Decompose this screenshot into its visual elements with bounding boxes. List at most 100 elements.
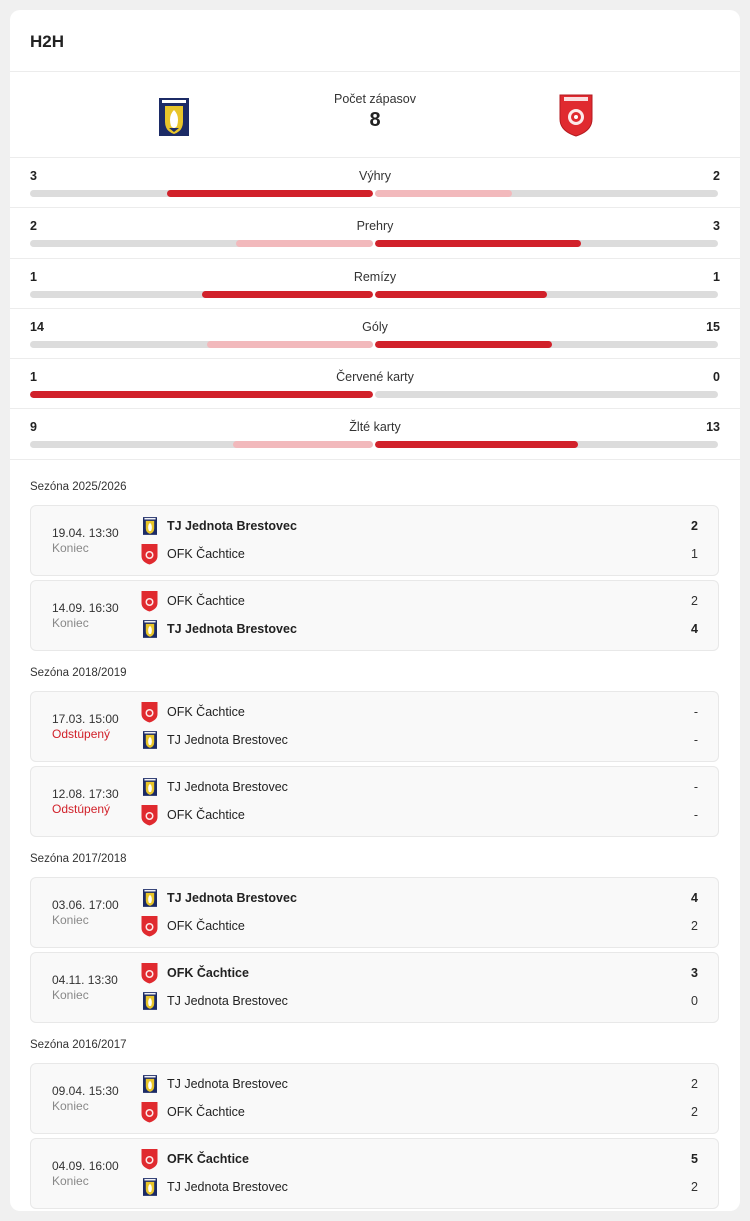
stat-bar xyxy=(30,441,719,449)
team-name: TJ Jednota Brestovec xyxy=(167,621,297,636)
stat-fill-home xyxy=(167,190,373,197)
match-status: Koniec xyxy=(52,540,89,555)
match-card[interactable]: 14.09. 16:30 Koniec OFK Čachtice TJ Jednota… xyxy=(30,579,719,651)
team-name: OFK Čachtice xyxy=(167,918,245,933)
stat-row: 14 Góly 15 xyxy=(10,309,740,360)
match-team-2: OFK Čachtice xyxy=(140,804,245,826)
cachtice-crest-icon xyxy=(140,962,159,984)
stat-bar-away xyxy=(375,240,718,248)
season-label: Sezóna 2025/2026 xyxy=(30,480,127,493)
stat-label: Remízy xyxy=(353,269,397,284)
match-card[interactable]: 12.08. 17:30 Odstúpený TJ Jednota Brestove… xyxy=(30,765,719,837)
match-date: 03.06. 17:00 xyxy=(52,897,119,912)
stat-bar-away xyxy=(375,190,718,197)
cachtice-crest-icon xyxy=(140,543,159,565)
team-name: OFK Čachtice xyxy=(167,965,249,980)
match-date: 09.04. 15:30 xyxy=(52,1083,119,1098)
match-card[interactable]: 19.04. 13:30 Koniec TJ Jednota Brestovec OF… xyxy=(30,504,719,576)
stat-label: Góly xyxy=(362,319,388,334)
team-name: TJ Jednota Brestovec xyxy=(167,779,288,794)
match-score-2: 1 xyxy=(691,546,698,561)
match-score-2: 2 xyxy=(691,1179,698,1194)
stat-away-value: 3 xyxy=(713,219,720,234)
stat-home-value: 14 xyxy=(30,319,44,334)
h2h-card: H2H Počet zápasov 8 3 Výhry 2 2 Pr xyxy=(10,10,740,1211)
season-label: Sezóna 2016/2017 xyxy=(30,1038,127,1051)
match-score-2: 0 xyxy=(691,993,698,1008)
match-status: Koniec xyxy=(52,615,89,630)
stat-fill-away xyxy=(375,190,513,197)
stat-bar xyxy=(30,240,719,248)
match-date: 12.08. 17:30 xyxy=(52,786,119,801)
match-card[interactable]: 17.03. 15:00 Odstúpený OFK Čachtice TJ Jedn… xyxy=(30,690,719,762)
cachtice-crest-icon xyxy=(140,1148,159,1170)
match-date: 04.09. 16:00 xyxy=(52,1158,119,1173)
stat-bar xyxy=(30,391,719,399)
match-score-2: 2 xyxy=(691,1104,698,1119)
match-team-2: TJ Jednota Brestovec xyxy=(140,1177,288,1197)
team-name: OFK Čachtice xyxy=(167,1151,249,1166)
stat-fill-home xyxy=(30,391,373,399)
stat-bar xyxy=(30,340,719,348)
stat-row: 1 Remízy 1 xyxy=(10,259,740,309)
team-name: OFK Čachtice xyxy=(167,546,245,561)
stat-home-value: 3 xyxy=(30,169,37,183)
stat-bar-away xyxy=(375,391,718,399)
section-title: H2H xyxy=(10,10,740,72)
team-name: OFK Čachtice xyxy=(167,593,245,608)
match-score-1: - xyxy=(693,704,698,719)
stat-bar-home xyxy=(30,391,373,399)
cachtice-crest-icon xyxy=(140,915,159,937)
match-card[interactable]: 04.11. 13:30 Koniec OFK Čachtice TJ Jednota… xyxy=(30,951,719,1023)
match-count-label: Počet zápasov xyxy=(334,92,416,106)
stat-fill-home xyxy=(235,240,373,248)
cachtice-crest-icon xyxy=(140,804,159,826)
match-score-1: 2 xyxy=(691,518,698,533)
match-team-1: OFK Čachtice xyxy=(140,962,249,984)
stat-bar-away xyxy=(375,340,718,348)
match-status: Koniec xyxy=(52,912,89,927)
stat-away-value: 0 xyxy=(713,370,720,385)
match-score-2: 4 xyxy=(691,621,698,636)
match-date: 19.04. 13:30 xyxy=(52,525,119,540)
match-team-1: OFK Čachtice xyxy=(140,701,245,723)
season-label: Sezóna 2018/2019 xyxy=(30,666,127,679)
match-status: Koniec xyxy=(52,1173,89,1188)
stat-bar-away xyxy=(375,441,718,449)
brestovec-crest-icon[interactable] xyxy=(159,98,189,141)
match-team-2: OFK Čachtice xyxy=(140,1101,245,1123)
match-card[interactable]: 09.04. 15:30 Koniec TJ Jednota Brestovec OF… xyxy=(30,1062,719,1134)
match-score-1: 2 xyxy=(691,593,698,608)
match-date: 17.03. 15:00 xyxy=(52,711,119,726)
season-label: Sezóna 2017/2018 xyxy=(30,852,127,865)
stat-away-value: 15 xyxy=(706,319,720,334)
cachtice-crest-icon[interactable] xyxy=(558,93,594,142)
stat-bar-home xyxy=(30,190,373,197)
cachtice-crest-icon xyxy=(140,590,159,612)
brestovec-crest-icon xyxy=(140,888,159,908)
brestovec-crest-icon xyxy=(140,777,159,797)
stat-bar-home xyxy=(30,340,373,348)
stat-bar-home xyxy=(30,240,373,248)
team-name: OFK Čachtice xyxy=(167,704,245,719)
stat-home-value: 1 xyxy=(30,370,37,385)
brestovec-crest-icon xyxy=(140,1177,159,1197)
match-date: 04.11. 13:30 xyxy=(52,972,118,987)
team-name: OFK Čachtice xyxy=(167,1104,245,1119)
team-name: TJ Jednota Brestovec xyxy=(167,993,288,1008)
team-name: TJ Jednota Brestovec xyxy=(167,732,288,747)
match-team-2: TJ Jednota Brestovec xyxy=(140,991,288,1011)
stat-label: Červené karty xyxy=(336,370,414,385)
match-team-2: OFK Čachtice xyxy=(140,543,245,565)
brestovec-crest-icon xyxy=(140,1074,159,1094)
stat-bar-home xyxy=(30,290,373,298)
brestovec-crest-icon xyxy=(140,730,159,750)
match-card[interactable]: 04.09. 16:00 Koniec OFK Čachtice TJ Jednota… xyxy=(30,1137,719,1209)
team-name: OFK Čachtice xyxy=(167,807,245,822)
match-card[interactable]: 03.06. 17:00 Koniec TJ Jednota Brestovec OF… xyxy=(30,876,719,948)
match-team-1: OFK Čachtice xyxy=(140,1148,249,1170)
match-team-1: TJ Jednota Brestovec xyxy=(140,777,288,797)
stat-fill-away xyxy=(375,240,581,248)
stat-home-value: 1 xyxy=(30,269,37,284)
team-name: TJ Jednota Brestovec xyxy=(167,890,297,905)
